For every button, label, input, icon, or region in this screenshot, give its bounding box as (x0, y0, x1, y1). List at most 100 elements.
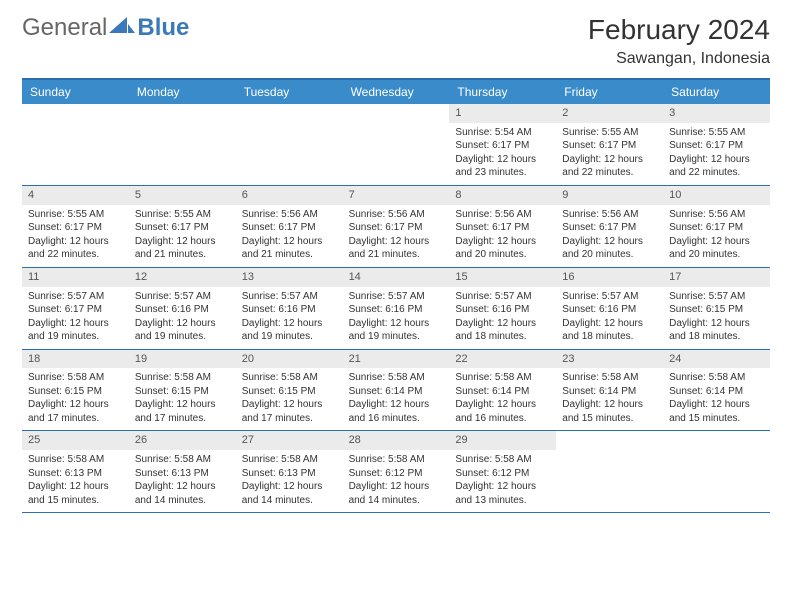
day-number: 5 (129, 186, 236, 205)
day-header-cell: Wednesday (343, 80, 450, 104)
day-number: 2 (556, 104, 663, 123)
day-number: 26 (129, 431, 236, 450)
day-cell: 11Sunrise: 5:57 AMSunset: 6:17 PMDayligh… (22, 268, 129, 349)
day-details: Sunrise: 5:58 AMSunset: 6:13 PMDaylight:… (129, 450, 236, 512)
day-cell: 3Sunrise: 5:55 AMSunset: 6:17 PMDaylight… (663, 104, 770, 185)
day-cell: 10Sunrise: 5:56 AMSunset: 6:17 PMDayligh… (663, 186, 770, 267)
day-header-cell: Tuesday (236, 80, 343, 104)
day-number: 22 (449, 350, 556, 369)
day-details: Sunrise: 5:56 AMSunset: 6:17 PMDaylight:… (556, 205, 663, 267)
day-number: 7 (343, 186, 450, 205)
day-cell: 15Sunrise: 5:57 AMSunset: 6:16 PMDayligh… (449, 268, 556, 349)
day-cell: 29Sunrise: 5:58 AMSunset: 6:12 PMDayligh… (449, 431, 556, 512)
day-cell: 4Sunrise: 5:55 AMSunset: 6:17 PMDaylight… (22, 186, 129, 267)
day-number: 29 (449, 431, 556, 450)
day-cell: 28Sunrise: 5:58 AMSunset: 6:12 PMDayligh… (343, 431, 450, 512)
day-details: Sunrise: 5:54 AMSunset: 6:17 PMDaylight:… (449, 123, 556, 185)
day-cell: 1Sunrise: 5:54 AMSunset: 6:17 PMDaylight… (449, 104, 556, 185)
day-number: 11 (22, 268, 129, 287)
day-cell: 7Sunrise: 5:56 AMSunset: 6:17 PMDaylight… (343, 186, 450, 267)
logo: General Blue (22, 14, 189, 42)
day-header-cell: Sunday (22, 80, 129, 104)
location: Sawangan, Indonesia (588, 50, 770, 68)
day-number: 8 (449, 186, 556, 205)
day-details: Sunrise: 5:56 AMSunset: 6:17 PMDaylight:… (663, 205, 770, 267)
logo-text-general: General (22, 14, 107, 42)
week-row: 25Sunrise: 5:58 AMSunset: 6:13 PMDayligh… (22, 431, 770, 513)
day-cell: 21Sunrise: 5:58 AMSunset: 6:14 PMDayligh… (343, 350, 450, 431)
day-cell: 17Sunrise: 5:57 AMSunset: 6:15 PMDayligh… (663, 268, 770, 349)
day-details: Sunrise: 5:58 AMSunset: 6:15 PMDaylight:… (129, 368, 236, 430)
day-number: 10 (663, 186, 770, 205)
day-details: Sunrise: 5:55 AMSunset: 6:17 PMDaylight:… (663, 123, 770, 185)
day-details: Sunrise: 5:58 AMSunset: 6:12 PMDaylight:… (343, 450, 450, 512)
day-cell: 24Sunrise: 5:58 AMSunset: 6:14 PMDayligh… (663, 350, 770, 431)
day-number: 4 (22, 186, 129, 205)
calendar: SundayMondayTuesdayWednesdayThursdayFrid… (22, 78, 770, 513)
day-number: 1 (449, 104, 556, 123)
day-header-row: SundayMondayTuesdayWednesdayThursdayFrid… (22, 80, 770, 104)
day-number: 20 (236, 350, 343, 369)
day-number: 23 (556, 350, 663, 369)
week-row: 11Sunrise: 5:57 AMSunset: 6:17 PMDayligh… (22, 268, 770, 350)
day-details: Sunrise: 5:58 AMSunset: 6:12 PMDaylight:… (449, 450, 556, 512)
day-cell: 20Sunrise: 5:58 AMSunset: 6:15 PMDayligh… (236, 350, 343, 431)
week-row: 18Sunrise: 5:58 AMSunset: 6:15 PMDayligh… (22, 350, 770, 432)
title-block: February 2024 Sawangan, Indonesia (588, 14, 770, 68)
week-row: 1Sunrise: 5:54 AMSunset: 6:17 PMDaylight… (22, 104, 770, 186)
day-number: 28 (343, 431, 450, 450)
day-cell: 25Sunrise: 5:58 AMSunset: 6:13 PMDayligh… (22, 431, 129, 512)
day-cell: 26Sunrise: 5:58 AMSunset: 6:13 PMDayligh… (129, 431, 236, 512)
day-header-cell: Thursday (449, 80, 556, 104)
day-details: Sunrise: 5:58 AMSunset: 6:14 PMDaylight:… (663, 368, 770, 430)
day-cell: 27Sunrise: 5:58 AMSunset: 6:13 PMDayligh… (236, 431, 343, 512)
day-cell: 2Sunrise: 5:55 AMSunset: 6:17 PMDaylight… (556, 104, 663, 185)
day-cell (129, 104, 236, 185)
logo-triangle-icon (109, 14, 135, 42)
month-title: February 2024 (588, 14, 770, 46)
day-details: Sunrise: 5:56 AMSunset: 6:17 PMDaylight:… (236, 205, 343, 267)
day-cell (556, 431, 663, 512)
day-header-cell: Saturday (663, 80, 770, 104)
day-details: Sunrise: 5:58 AMSunset: 6:14 PMDaylight:… (556, 368, 663, 430)
day-cell: 6Sunrise: 5:56 AMSunset: 6:17 PMDaylight… (236, 186, 343, 267)
week-row: 4Sunrise: 5:55 AMSunset: 6:17 PMDaylight… (22, 186, 770, 268)
day-number: 14 (343, 268, 450, 287)
day-details: Sunrise: 5:57 AMSunset: 6:16 PMDaylight:… (129, 287, 236, 349)
day-number: 21 (343, 350, 450, 369)
day-header-cell: Monday (129, 80, 236, 104)
day-number: 18 (22, 350, 129, 369)
day-details: Sunrise: 5:56 AMSunset: 6:17 PMDaylight:… (343, 205, 450, 267)
day-details: Sunrise: 5:58 AMSunset: 6:15 PMDaylight:… (236, 368, 343, 430)
day-number: 17 (663, 268, 770, 287)
day-details: Sunrise: 5:58 AMSunset: 6:13 PMDaylight:… (236, 450, 343, 512)
day-number: 15 (449, 268, 556, 287)
day-details: Sunrise: 5:58 AMSunset: 6:15 PMDaylight:… (22, 368, 129, 430)
day-number: 24 (663, 350, 770, 369)
day-cell: 16Sunrise: 5:57 AMSunset: 6:16 PMDayligh… (556, 268, 663, 349)
day-cell: 13Sunrise: 5:57 AMSunset: 6:16 PMDayligh… (236, 268, 343, 349)
day-details: Sunrise: 5:57 AMSunset: 6:16 PMDaylight:… (449, 287, 556, 349)
day-cell: 23Sunrise: 5:58 AMSunset: 6:14 PMDayligh… (556, 350, 663, 431)
day-number: 25 (22, 431, 129, 450)
day-details: Sunrise: 5:55 AMSunset: 6:17 PMDaylight:… (556, 123, 663, 185)
day-number: 19 (129, 350, 236, 369)
day-cell: 5Sunrise: 5:55 AMSunset: 6:17 PMDaylight… (129, 186, 236, 267)
day-details: Sunrise: 5:55 AMSunset: 6:17 PMDaylight:… (22, 205, 129, 267)
day-cell (236, 104, 343, 185)
day-details: Sunrise: 5:55 AMSunset: 6:17 PMDaylight:… (129, 205, 236, 267)
day-cell (343, 104, 450, 185)
day-details: Sunrise: 5:57 AMSunset: 6:17 PMDaylight:… (22, 287, 129, 349)
logo-text-blue: Blue (137, 14, 189, 42)
day-cell: 8Sunrise: 5:56 AMSunset: 6:17 PMDaylight… (449, 186, 556, 267)
day-details: Sunrise: 5:58 AMSunset: 6:14 PMDaylight:… (449, 368, 556, 430)
day-number: 27 (236, 431, 343, 450)
day-details: Sunrise: 5:58 AMSunset: 6:14 PMDaylight:… (343, 368, 450, 430)
day-cell: 22Sunrise: 5:58 AMSunset: 6:14 PMDayligh… (449, 350, 556, 431)
day-header-cell: Friday (556, 80, 663, 104)
day-cell: 18Sunrise: 5:58 AMSunset: 6:15 PMDayligh… (22, 350, 129, 431)
day-number: 13 (236, 268, 343, 287)
header: General Blue February 2024 Sawangan, Ind… (22, 14, 770, 68)
day-details: Sunrise: 5:57 AMSunset: 6:16 PMDaylight:… (236, 287, 343, 349)
day-cell (663, 431, 770, 512)
